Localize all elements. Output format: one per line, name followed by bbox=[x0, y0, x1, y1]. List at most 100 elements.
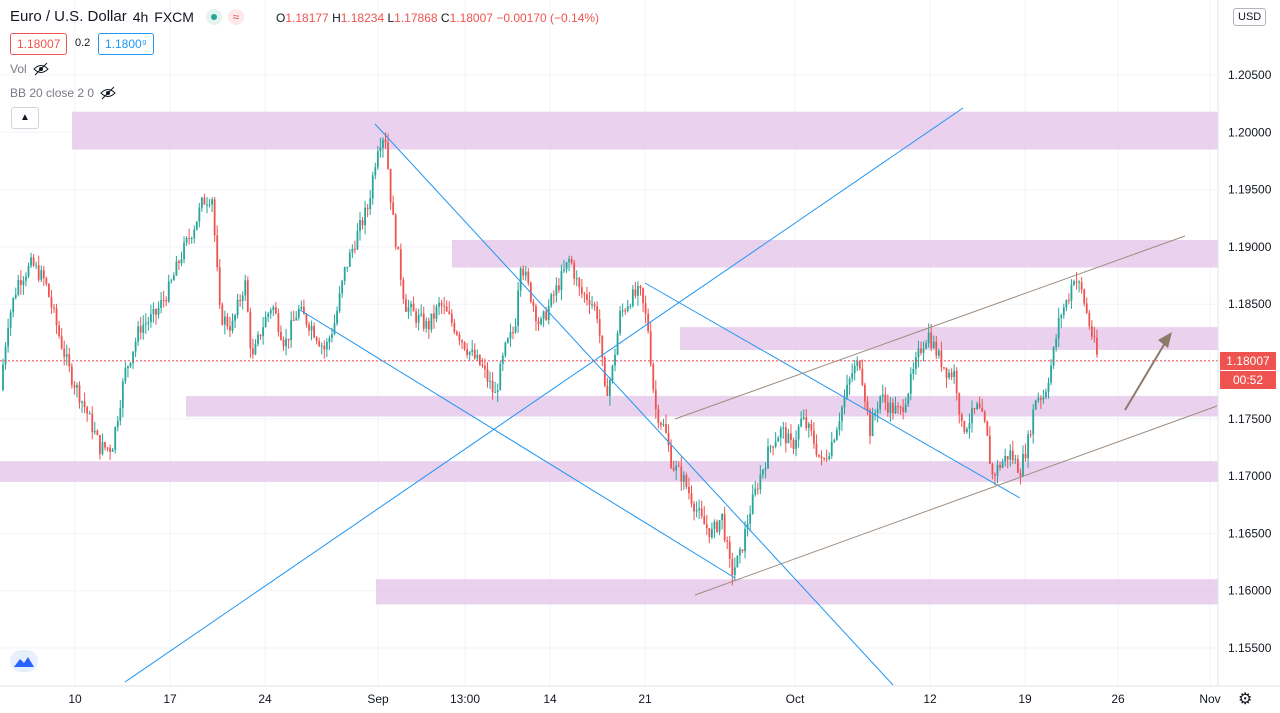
price-axis[interactable]: 1.15500 1.16000 1.16500 1.17000 1.17500 1.180… bbox=[1217, 0, 1280, 686]
candle-body bbox=[721, 513, 723, 521]
interval-label[interactable]: 4h bbox=[132, 8, 149, 25]
candle-body bbox=[1017, 459, 1019, 473]
candle-body bbox=[300, 306, 303, 309]
data-delay-icon: ≈ bbox=[227, 8, 244, 25]
x-tick-label: 17 bbox=[163, 692, 177, 706]
candle-body bbox=[417, 314, 420, 323]
candle-body bbox=[333, 323, 336, 335]
candle-body bbox=[42, 270, 45, 279]
candle-body bbox=[662, 424, 665, 426]
candle-body bbox=[825, 458, 828, 460]
candle-body bbox=[295, 317, 298, 321]
candle-body bbox=[216, 235, 219, 268]
indicator-bb-label: BB 20 close 2 0 bbox=[10, 86, 95, 100]
candle-body bbox=[397, 246, 400, 250]
candle-body bbox=[759, 474, 762, 490]
x-tick-label: 24 bbox=[258, 692, 272, 706]
close-label: C bbox=[440, 11, 450, 25]
candle-body bbox=[1029, 434, 1032, 436]
hidden-eye-icon[interactable] bbox=[32, 62, 49, 76]
candle-body bbox=[573, 262, 576, 279]
candle-body bbox=[937, 350, 940, 356]
collapse-legend-button[interactable]: ▲ bbox=[11, 107, 39, 129]
candle-body bbox=[76, 385, 78, 388]
currency-label[interactable]: USD bbox=[1233, 8, 1267, 26]
candle-body bbox=[65, 354, 68, 357]
candle-body bbox=[907, 393, 910, 405]
candle-body bbox=[637, 286, 639, 296]
candle-body bbox=[800, 418, 803, 427]
candle-body bbox=[109, 447, 111, 452]
candle-body bbox=[690, 493, 693, 504]
candle-body bbox=[221, 304, 224, 325]
candle-body bbox=[983, 411, 986, 422]
hidden-eye-icon[interactable] bbox=[100, 86, 116, 100]
symbol-name[interactable]: Euro / U.S. Dollar bbox=[10, 8, 127, 25]
candle-body bbox=[835, 430, 838, 441]
tradingview-logo-icon[interactable] bbox=[10, 650, 38, 672]
candle-body bbox=[1083, 289, 1086, 304]
candle-body bbox=[252, 348, 254, 355]
candle-body bbox=[545, 311, 548, 320]
candle-body bbox=[626, 306, 629, 311]
candle-body bbox=[1090, 326, 1093, 337]
candle-body bbox=[813, 430, 815, 444]
candle-body bbox=[175, 261, 178, 276]
candle-body bbox=[797, 426, 800, 440]
candle-body bbox=[846, 384, 848, 398]
candle-body bbox=[958, 393, 961, 415]
candle-body bbox=[853, 365, 856, 374]
candle-body bbox=[833, 440, 836, 442]
candle-body bbox=[313, 326, 315, 338]
candle-body bbox=[644, 303, 647, 314]
candle-body bbox=[435, 306, 438, 319]
candle-body bbox=[879, 396, 882, 409]
candle-body bbox=[596, 306, 599, 320]
indicator-bb[interactable]: BB 20 close 2 0 bbox=[10, 86, 116, 100]
candle-body bbox=[382, 139, 384, 148]
candle-body bbox=[550, 294, 553, 306]
candle-body bbox=[239, 299, 242, 302]
candle-body bbox=[841, 407, 843, 422]
candle-body bbox=[336, 310, 338, 324]
candle-body bbox=[366, 207, 369, 210]
gear-icon[interactable]: ⚙ bbox=[1238, 691, 1253, 708]
y-tick-label: 1.18500 bbox=[1228, 297, 1272, 311]
indicator-vol[interactable]: Vol bbox=[10, 62, 49, 76]
candle-body bbox=[514, 326, 517, 333]
candle-body bbox=[1009, 450, 1012, 460]
candle-body bbox=[601, 335, 604, 358]
candle-body bbox=[183, 242, 185, 260]
candle-body bbox=[575, 278, 578, 280]
y-tick-label: 1.19000 bbox=[1228, 240, 1272, 254]
candle-body bbox=[586, 294, 588, 301]
candle-body bbox=[17, 279, 20, 295]
time-axis[interactable]: 10 17 24 Sep 13:00 14 21 Oct 12 19 26 Nov bbox=[0, 685, 1280, 713]
candle-body bbox=[78, 385, 81, 403]
buy-price-button[interactable]: 1.1800⁹ bbox=[98, 33, 154, 55]
chart-header: Euro / U.S. Dollar 4h FXCM ≈ bbox=[10, 8, 244, 25]
candle-body bbox=[973, 408, 976, 410]
candle-body bbox=[1078, 281, 1080, 283]
candle-body bbox=[303, 306, 305, 315]
candle-body bbox=[226, 316, 229, 327]
candle-body bbox=[297, 308, 300, 318]
candle-body bbox=[838, 421, 841, 431]
candle-body bbox=[127, 366, 129, 369]
candle-body bbox=[450, 313, 453, 323]
candle-body bbox=[925, 343, 927, 349]
candle-body bbox=[624, 310, 627, 312]
candle-body bbox=[338, 293, 341, 311]
candle-body bbox=[412, 303, 415, 312]
up-arrow-shaft bbox=[1124, 337, 1169, 411]
candle-body bbox=[703, 516, 706, 525]
candle-body bbox=[259, 334, 262, 337]
candle-body bbox=[657, 408, 660, 423]
candle-body bbox=[823, 458, 825, 460]
candle-body bbox=[782, 427, 785, 429]
candle-body bbox=[476, 354, 479, 359]
sell-price-button[interactable]: 1.18007 bbox=[10, 33, 68, 55]
drawing-tools[interactable] bbox=[124, 107, 1218, 686]
candle-body bbox=[124, 368, 127, 382]
